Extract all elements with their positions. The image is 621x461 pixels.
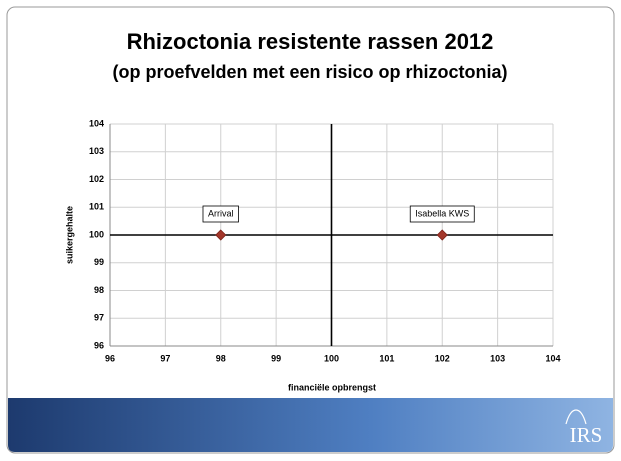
- y-axis-label: suikergehalte: [64, 206, 74, 264]
- x-tick-label: 100: [324, 353, 339, 363]
- footer-band: [8, 398, 613, 452]
- x-tick-label: 102: [435, 353, 450, 363]
- point: [436, 229, 448, 241]
- x-tick-label: 104: [545, 353, 560, 363]
- slide-frame: [6, 6, 615, 454]
- y-tick-label: 102: [89, 174, 104, 184]
- x-axis-label: financiële opbrengst: [288, 382, 376, 392]
- x-tick-label: 98: [216, 353, 226, 363]
- chart-subtitle: (op proefvelden met een risico op rhizoc…: [112, 62, 507, 82]
- y-tick-label: 101: [89, 202, 104, 212]
- y-tick-label: 99: [94, 257, 104, 267]
- point-label-box: [409, 205, 475, 223]
- x-tick-label: 103: [490, 353, 505, 363]
- x-tick-label: 99: [271, 353, 281, 363]
- chart-title: Rhizoctonia resistente rassen 2012: [127, 29, 494, 54]
- y-tick-label: 96: [94, 340, 104, 350]
- x-tick-label: 97: [160, 353, 170, 363]
- point-label: Isabella KWS: [415, 208, 469, 218]
- logo-icon: [565, 409, 587, 425]
- x-tick-label: 101: [379, 353, 394, 363]
- point-label: Arrival: [208, 208, 234, 218]
- y-tick-label: 103: [89, 146, 104, 156]
- point: [215, 229, 227, 241]
- point-label-box: [202, 205, 239, 223]
- y-tick-label: 97: [94, 313, 104, 323]
- y-tick-label: 98: [94, 285, 104, 295]
- logo: IRS: [570, 423, 603, 447]
- x-tick-label: 96: [105, 353, 115, 363]
- y-tick-label: 100: [89, 229, 104, 239]
- y-tick-label: 104: [89, 118, 104, 128]
